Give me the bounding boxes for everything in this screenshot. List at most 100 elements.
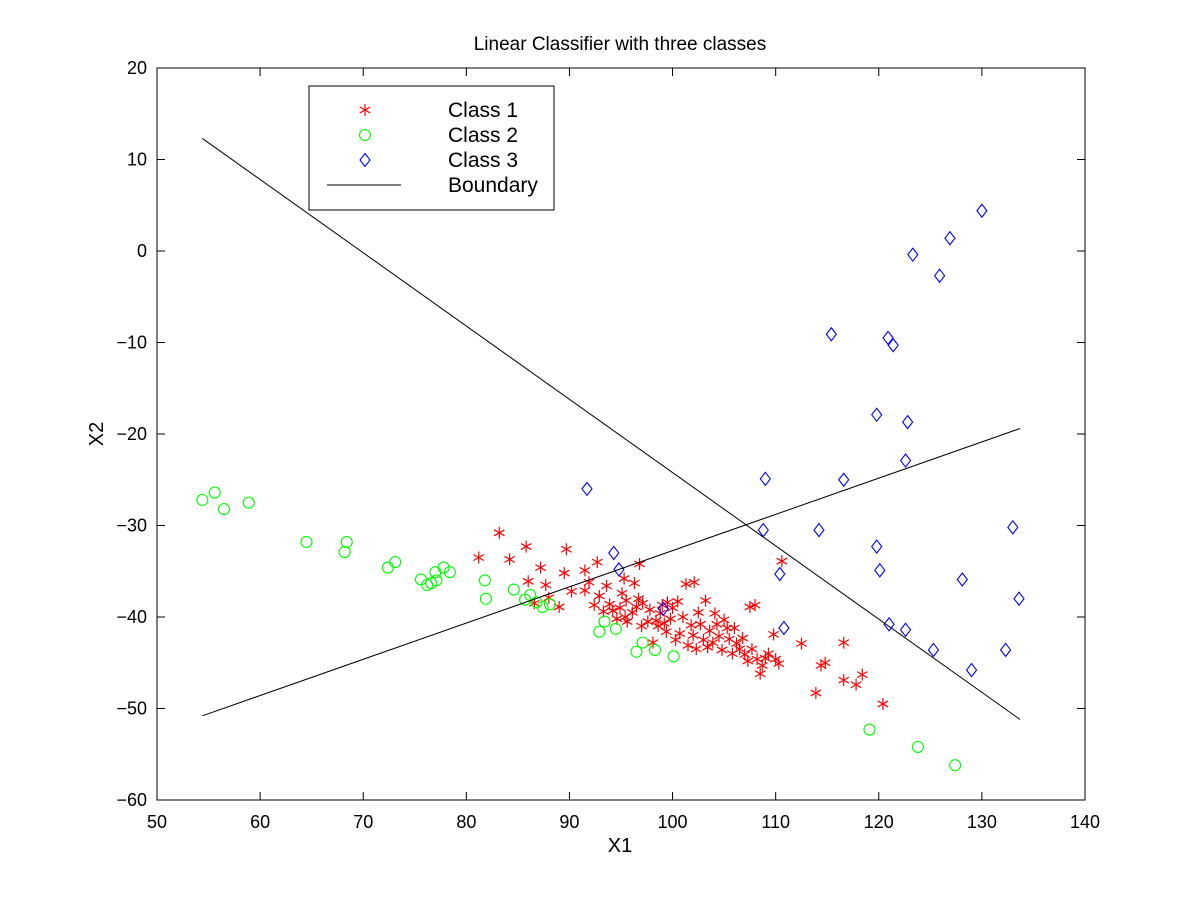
y-tick-label: −50	[116, 699, 147, 719]
x-tick-label: 70	[353, 812, 373, 832]
data-point	[621, 615, 633, 628]
data-point	[734, 643, 746, 656]
legend-label: Class 3	[448, 149, 518, 172]
data-point	[692, 606, 704, 619]
data-point	[588, 599, 600, 612]
data-point	[558, 567, 570, 580]
data-point	[591, 556, 603, 569]
data-point	[613, 562, 625, 577]
legend-swatch	[359, 152, 371, 168]
data-point	[583, 576, 595, 589]
data-point	[504, 553, 516, 566]
data-point	[874, 562, 886, 578]
data-point	[742, 654, 754, 667]
x-tick-label: 100	[658, 812, 688, 832]
data-point	[838, 636, 850, 649]
series-class-3	[581, 203, 1025, 678]
data-point	[493, 526, 505, 539]
data-point	[626, 606, 638, 619]
data-point	[566, 585, 578, 598]
data-point	[901, 414, 914, 430]
data-point	[196, 493, 209, 506]
boundary-line	[202, 428, 1021, 717]
data-point	[660, 625, 672, 638]
data-point	[949, 759, 962, 772]
y-tick-label: −20	[116, 424, 147, 444]
data-point	[687, 629, 699, 642]
data-point	[700, 594, 712, 607]
data-point	[593, 589, 605, 602]
data-point	[628, 577, 640, 590]
data-point	[389, 556, 402, 569]
x-tick-label: 60	[250, 812, 270, 832]
data-point	[694, 618, 706, 631]
data-point	[838, 674, 850, 687]
data-point	[579, 584, 591, 597]
data-point	[754, 667, 766, 680]
data-point	[522, 575, 534, 588]
y-tick-label: 10	[127, 150, 147, 170]
x-tick-label: 90	[559, 812, 579, 832]
data-point	[749, 599, 761, 612]
data-point	[300, 535, 313, 549]
data-point	[217, 502, 231, 516]
data-point	[944, 230, 956, 246]
data-point	[581, 481, 593, 497]
data-point	[674, 627, 686, 640]
x-axis-label: X1	[608, 835, 632, 857]
data-point	[208, 486, 221, 499]
x-tick-label: 120	[864, 812, 894, 832]
data-point	[709, 607, 721, 620]
legend-swatch	[358, 128, 372, 142]
data-point	[1007, 519, 1019, 535]
data-point	[637, 597, 649, 610]
data-point	[899, 622, 912, 638]
data-point	[618, 572, 630, 585]
data-point	[704, 624, 716, 637]
data-point	[520, 540, 532, 553]
data-point	[838, 472, 850, 488]
data-point	[911, 740, 925, 753]
data-point	[728, 621, 740, 634]
data-point	[672, 595, 684, 608]
y-tick-label: −30	[116, 516, 147, 536]
data-point	[478, 574, 491, 587]
data-point	[648, 643, 662, 656]
data-point	[437, 561, 450, 574]
data-point	[713, 630, 725, 643]
data-point	[685, 619, 697, 632]
data-point	[507, 583, 520, 596]
data-point	[616, 587, 628, 600]
data-point	[636, 636, 649, 649]
data-point	[634, 557, 646, 570]
chart-title: Linear Classifier with three classes	[474, 34, 767, 55]
data-point	[620, 594, 632, 607]
data-point	[633, 592, 645, 605]
data-point	[776, 555, 788, 568]
data-point	[702, 641, 714, 654]
data-point	[540, 578, 552, 591]
data-point	[774, 566, 786, 582]
data-point	[773, 657, 785, 670]
data-point	[850, 678, 862, 691]
data-point	[746, 643, 758, 656]
y-tick-label: 20	[127, 58, 147, 78]
data-point	[768, 628, 780, 641]
data-point	[601, 579, 613, 592]
data-point	[716, 643, 728, 656]
data-point	[810, 686, 822, 699]
data-point	[882, 330, 894, 346]
data-point	[661, 596, 673, 609]
data-point	[630, 645, 643, 658]
x-tick-label: 130	[967, 812, 997, 832]
data-point	[535, 561, 547, 574]
data-point	[644, 603, 656, 616]
y-tick-label: −40	[116, 607, 147, 627]
data-point	[560, 543, 572, 556]
data-point	[430, 574, 443, 587]
data-point	[813, 522, 825, 538]
data-point	[871, 407, 883, 423]
data-point	[579, 564, 591, 577]
